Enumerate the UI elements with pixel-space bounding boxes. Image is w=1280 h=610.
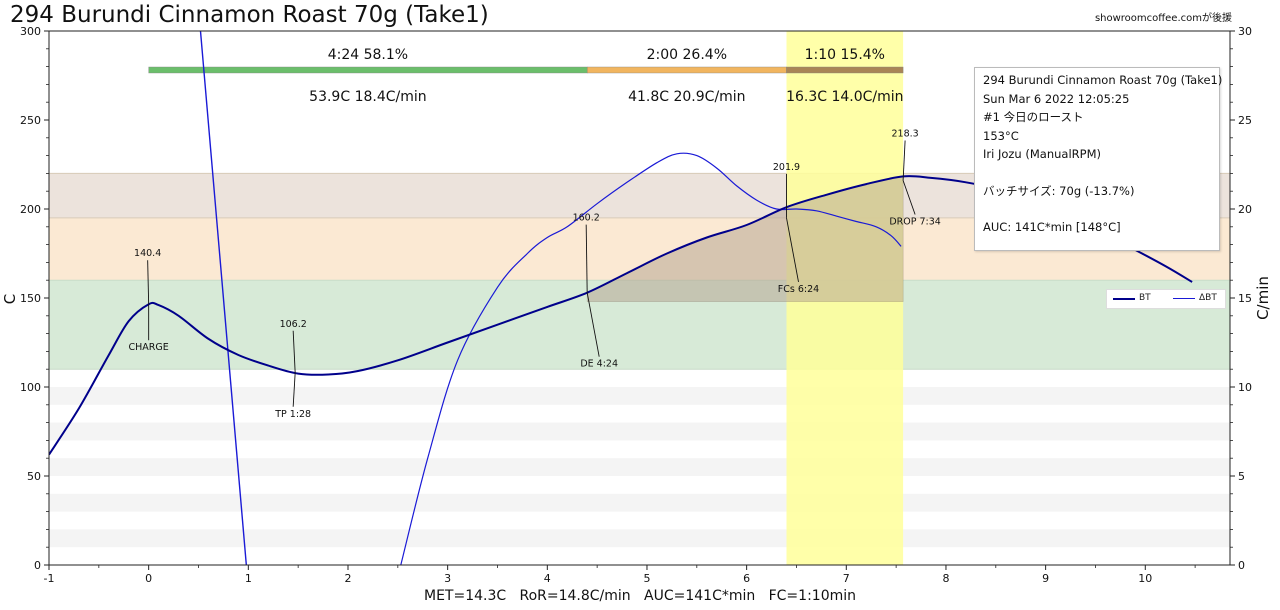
annotation-label: FCs 6:24	[778, 284, 819, 295]
phase-bar	[786, 66, 904, 74]
background-stripe	[49, 493, 1230, 512]
y-tick-label: 50	[27, 470, 41, 483]
annotation-leader	[902, 180, 916, 215]
annotation-value: 218.3	[892, 129, 919, 140]
y2-tick-label: 20	[1238, 203, 1252, 216]
phase-bar	[586, 66, 787, 74]
roast-info-box: 294 Burundi Cinnamon Roast 70g (Take1) S…	[974, 67, 1223, 251]
phase-time-label: 2:00 26.4%	[647, 47, 727, 63]
x-tick-label: 0	[145, 572, 152, 585]
info-line: 294 Burundi Cinnamon Roast 70g (Take1)	[983, 73, 1223, 87]
annotation-label: TP 1:28	[274, 409, 311, 420]
phase-time-label: 4:24 58.1%	[328, 47, 408, 63]
annotation-label: DROP 7:34	[889, 217, 940, 228]
x-tick-label: 1	[245, 572, 252, 585]
annotation-value: 201.9	[773, 162, 800, 173]
delta-bt-line	[199, 31, 248, 565]
x-tick-label: 10	[1138, 572, 1152, 585]
x-tick-label: 5	[643, 572, 650, 585]
y-tick-label: 300	[20, 25, 41, 38]
y-tick-label: 150	[20, 292, 41, 305]
y2-tick-label: 25	[1238, 114, 1252, 127]
sponsor-credit: showroomcoffee.comが後援	[1094, 13, 1232, 24]
info-line: AUC: 141C*min [148°C]	[983, 220, 1121, 234]
info-line	[983, 200, 1219, 218]
info-line: #1 今日のロースト	[983, 110, 1084, 124]
y-tick-label: 250	[20, 114, 41, 127]
y2-tick-label: 10	[1238, 381, 1252, 394]
legend-dbt-swatch	[1173, 298, 1195, 299]
y2-tick-label: 30	[1238, 25, 1252, 38]
background-stripe	[49, 387, 1230, 405]
x-tick-label: 6	[743, 572, 750, 585]
annotation-label: CHARGE	[129, 342, 169, 353]
annotation-leader	[147, 260, 150, 305]
background-stripe	[49, 422, 1230, 441]
y2-tick-label: 15	[1238, 292, 1252, 305]
chart-annotations: 140.4 CHARGE 106.2 TP 1:28 160.2 DE 4:24 201.9…	[129, 129, 941, 420]
legend-bt-label: BT	[1139, 293, 1151, 303]
y2-axis-label: C/min	[1254, 276, 1272, 320]
chart-title: 294 Burundi Cinnamon Roast 70g (Take1)	[10, 2, 489, 28]
x-tick-label: 3	[444, 572, 451, 585]
info-line: Sun Mar 6 2022 12:05:25	[983, 91, 1130, 106]
annotation-value: 160.2	[573, 213, 600, 224]
delta-bt-line	[400, 152, 902, 565]
y-tick-label: 100	[20, 381, 41, 394]
x-tick-label: 8	[942, 572, 949, 585]
background-stripe	[49, 529, 1230, 548]
annotation-leader	[902, 140, 906, 181]
annotation-leader	[292, 330, 296, 373]
info-line	[983, 164, 1219, 182]
background-stripe	[49, 458, 1230, 476]
annotation-leader	[586, 292, 600, 357]
annotation-leader	[292, 372, 296, 407]
phase-rate-label: 53.9C 18.4C/min	[309, 89, 426, 105]
y2-tick-label: 0	[1238, 559, 1245, 572]
phase-time-label: 1:10 15.4%	[805, 47, 885, 63]
legend-bt-swatch	[1113, 298, 1135, 300]
y2-tick-label: 5	[1238, 470, 1245, 483]
x-tick-label: 7	[843, 572, 850, 585]
x-tick-label: -1	[44, 572, 55, 585]
annotation-leader	[585, 224, 588, 293]
legend-dbt-label: ΔBT	[1199, 293, 1217, 303]
annotation-value: 106.2	[280, 319, 307, 330]
x-tick-label: 2	[344, 572, 351, 585]
phase-bar	[148, 66, 588, 74]
annotation-label: DE 4:24	[580, 359, 618, 370]
y-axis-label: C	[1, 294, 19, 304]
phase-rate-label: 41.8C 20.9C/min	[628, 89, 745, 105]
y-tick-label: 200	[20, 203, 41, 216]
annotation-leader	[786, 217, 799, 282]
annotation-value: 140.4	[134, 248, 161, 259]
y-tick-label: 0	[34, 559, 41, 572]
x-tick-label: 4	[544, 572, 551, 585]
info-line: Iri Jozu (ManualRPM)	[983, 147, 1101, 161]
roast-metrics-footer: MET=14.3C RoR=14.8C/min AUC=141C*min FC=…	[423, 588, 857, 604]
info-line: バッチサイズ: 70g (-13.7%)	[983, 183, 1135, 198]
x-tick-label: 9	[1042, 572, 1049, 585]
legend: BT ΔBT	[1106, 289, 1226, 309]
phase-rate-label: 16.3C 14.0C/min	[786, 89, 903, 105]
info-line: 153°C	[983, 128, 1019, 143]
